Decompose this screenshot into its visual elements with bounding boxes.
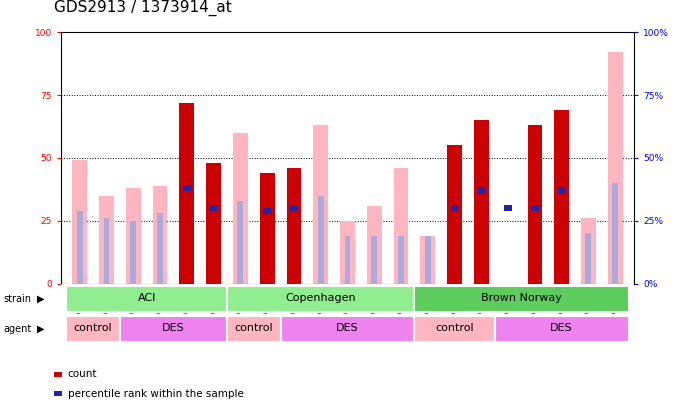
Bar [99,196,114,284]
Bar [414,316,495,342]
Text: count: count [68,369,98,379]
Bar [340,221,355,284]
Bar [183,185,191,191]
Bar [372,236,377,284]
Bar [586,233,591,284]
Text: control: control [235,323,273,333]
Bar [425,236,431,284]
Text: control: control [74,323,113,333]
Text: strain: strain [3,294,31,304]
Text: control: control [435,323,474,333]
Text: Brown Norway: Brown Norway [481,293,562,303]
Bar [77,211,83,284]
Text: GDS2913 / 1373914_at: GDS2913 / 1373914_at [54,0,232,16]
Text: ACI: ACI [138,293,156,303]
Bar [344,236,351,284]
Bar [474,120,489,284]
Text: ▶: ▶ [37,324,45,334]
Bar [227,316,281,342]
Bar [394,168,408,284]
Bar [104,218,109,284]
Bar [581,218,596,284]
Text: Copenhagen: Copenhagen [285,293,356,303]
Text: DES: DES [551,323,573,333]
Bar [153,185,167,284]
Bar [504,205,512,211]
Bar [206,163,221,284]
Bar [477,188,485,194]
Bar [398,236,404,284]
Bar [555,110,569,284]
Bar [180,103,194,284]
Bar [290,205,298,211]
Bar [318,196,323,284]
Text: ▶: ▶ [37,294,45,304]
Bar [527,125,542,284]
Bar [66,316,120,342]
Text: DES: DES [162,323,185,333]
Bar [73,160,87,284]
Bar [233,133,247,284]
Bar [227,286,414,312]
Bar [447,145,462,284]
Bar [612,183,618,284]
Bar [281,316,414,342]
Bar [66,286,227,312]
Bar [210,205,218,211]
Bar [263,207,271,214]
Bar [237,200,243,284]
Bar [495,316,629,342]
Bar [367,206,382,284]
Bar [260,173,275,284]
Bar [451,205,458,211]
Bar [126,188,140,284]
Bar [157,213,163,284]
Text: DES: DES [336,323,359,333]
Bar [287,168,301,284]
Bar [120,316,227,342]
Bar [420,236,435,284]
Bar [130,221,136,284]
Bar [414,286,629,312]
Text: percentile rank within the sample: percentile rank within the sample [68,389,243,399]
Text: agent: agent [3,324,32,334]
Bar [558,188,565,194]
Bar [608,53,622,284]
Bar [313,125,328,284]
Bar [531,205,539,211]
